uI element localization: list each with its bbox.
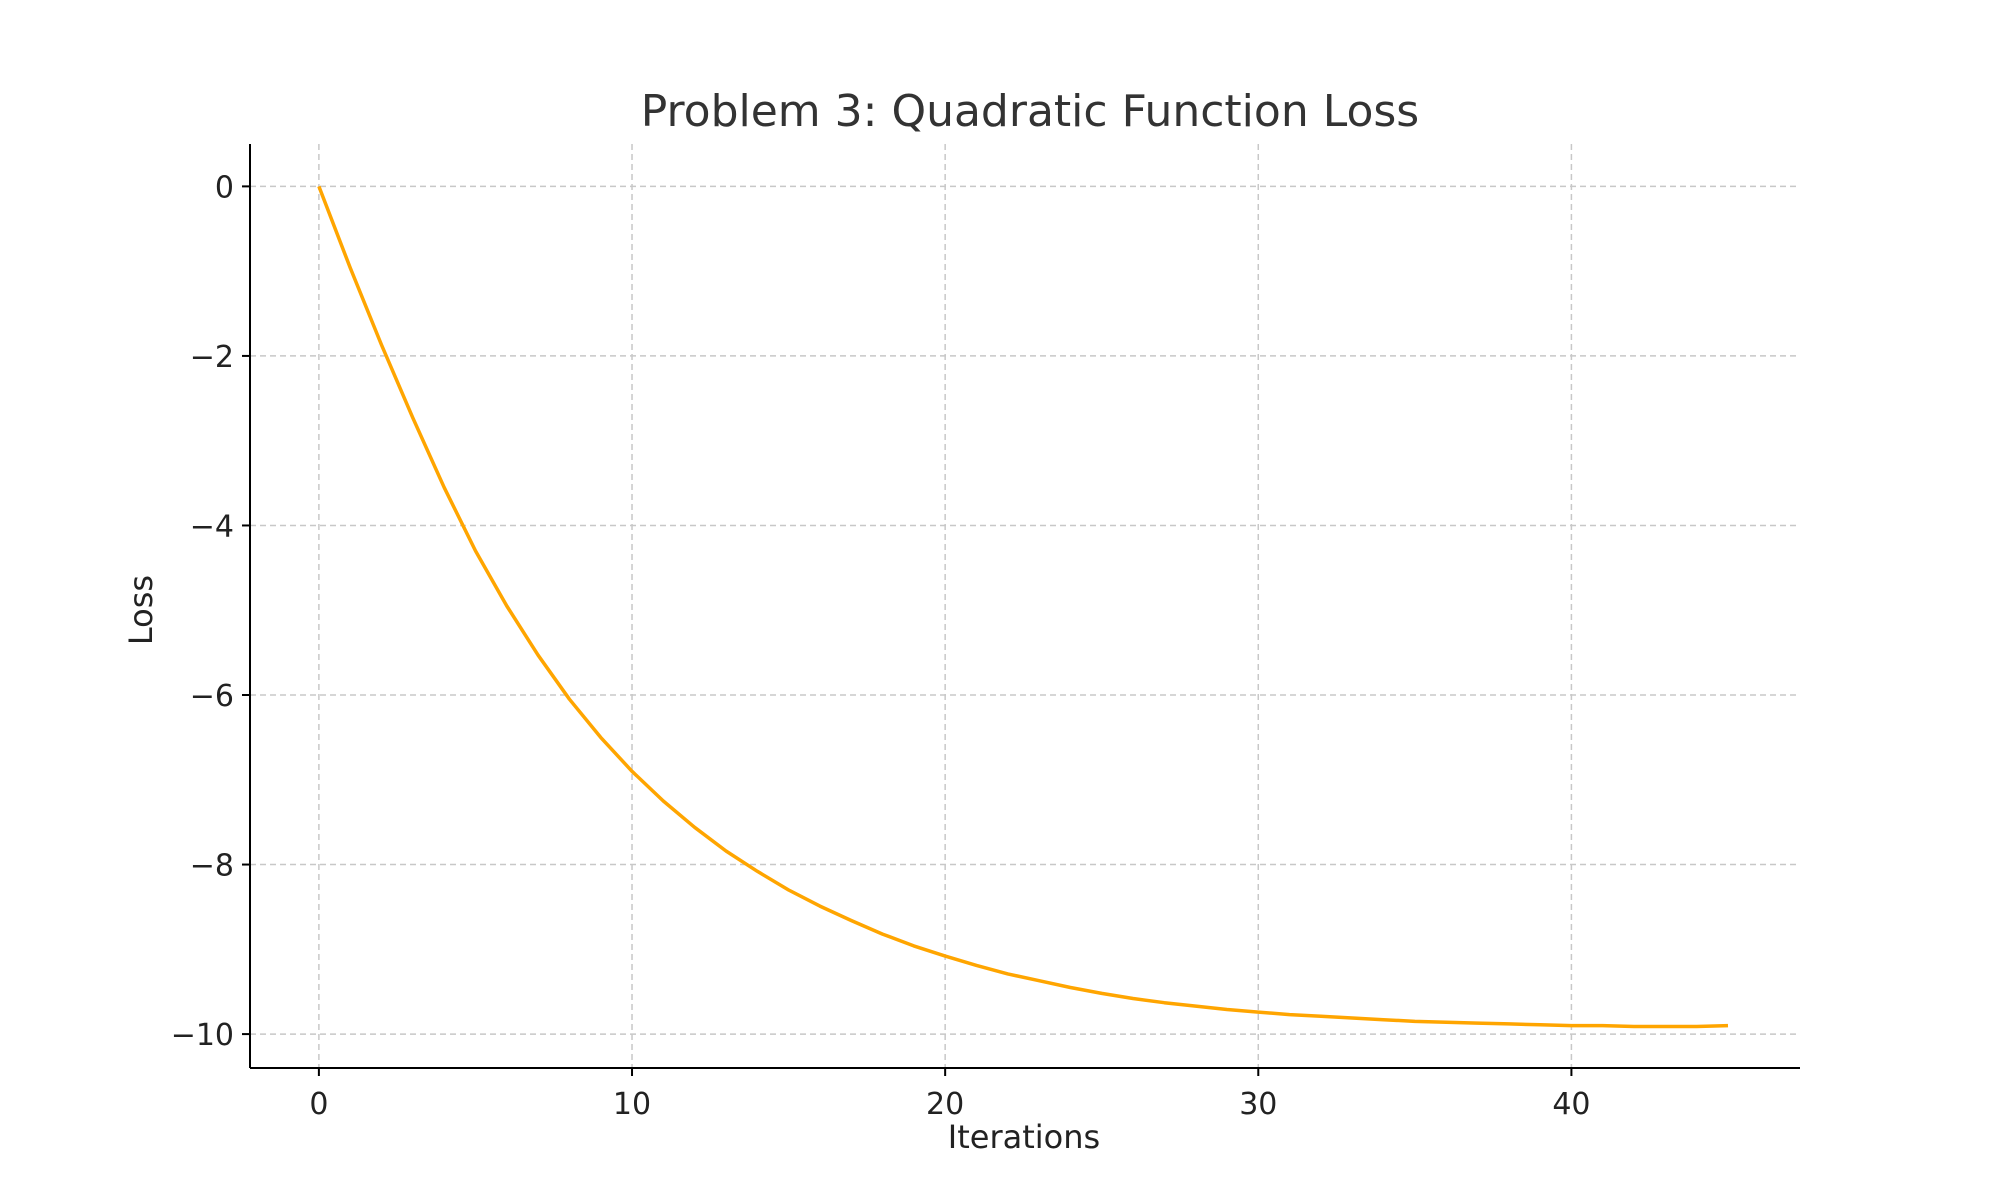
y-tick-label: −8 — [190, 849, 234, 884]
y-tick-label: −2 — [190, 340, 234, 375]
x-tick-label: 10 — [613, 1087, 651, 1122]
grid-lines — [250, 144, 1800, 1068]
series-layer — [317, 185, 1729, 1029]
y-tick-label: 0 — [215, 170, 234, 205]
chart-title: Problem 3: Quadratic Function Loss — [641, 86, 1419, 137]
x-tick-label: 0 — [309, 1087, 328, 1122]
x-axis-label: Iterations — [948, 1118, 1100, 1156]
y-tick-label: −6 — [190, 679, 234, 714]
tick-labels: 0 10 20 30 40 0 −2 −4 −6 −8 −10 — [171, 170, 1591, 1122]
axes — [249, 144, 1800, 1069]
x-tick-label: 30 — [1239, 1087, 1277, 1122]
x-tick-label: 20 — [926, 1087, 964, 1122]
loss-line — [317, 185, 1729, 1029]
x-tick-label: 40 — [1552, 1087, 1590, 1122]
y-tick-label: −4 — [190, 509, 234, 544]
y-axis-label: Loss — [122, 575, 160, 645]
y-tick-label: −10 — [171, 1018, 234, 1053]
